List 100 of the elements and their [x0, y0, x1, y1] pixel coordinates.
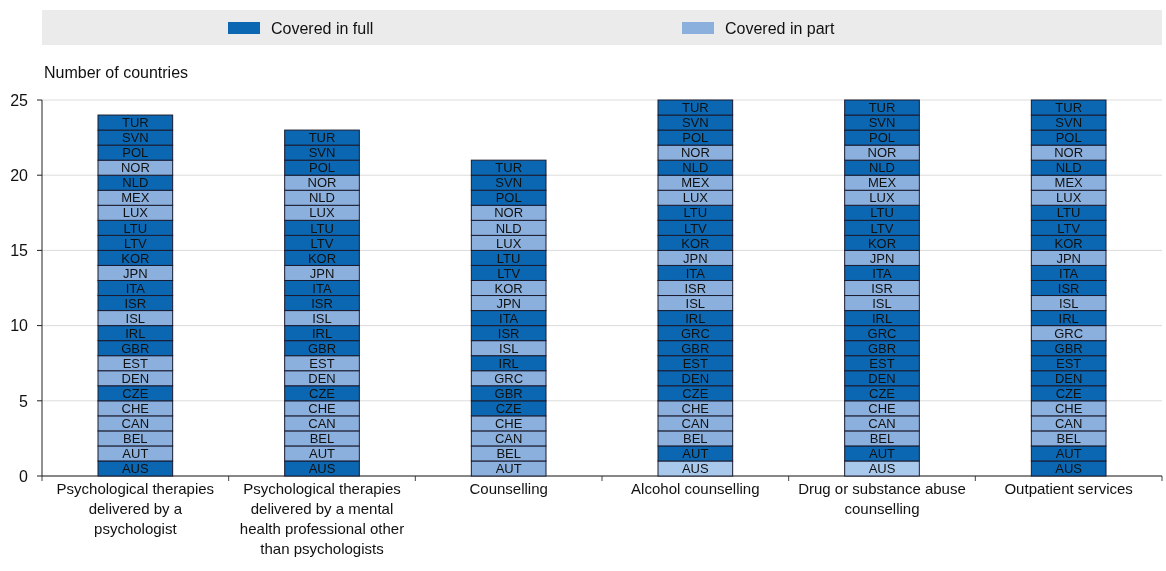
data-label: AUT — [682, 446, 709, 462]
y-tick-label: 0 — [19, 467, 29, 485]
data-label: NOR — [1054, 145, 1084, 161]
data-label: DEN — [868, 370, 896, 386]
data-label: AUT — [495, 461, 522, 477]
data-label: CZE — [122, 385, 149, 401]
data-label: SVN — [308, 145, 336, 161]
data-label: NOR — [867, 145, 897, 161]
data-label: DEN — [1054, 370, 1083, 386]
data-label: CZE — [495, 401, 522, 416]
data-label: TUR — [868, 100, 896, 116]
data-label: AUS — [868, 461, 896, 477]
data-label: NLD — [495, 220, 522, 236]
data-label: GRC — [680, 325, 710, 341]
data-label: CAN — [308, 416, 336, 432]
data-label: MEX — [867, 175, 897, 191]
data-label: POL — [682, 130, 709, 146]
data-label: DEN — [681, 370, 710, 386]
data-label: ITA — [1059, 265, 1079, 281]
data-label: TUR — [308, 130, 336, 146]
data-label: CZE — [1055, 385, 1082, 401]
data-label: BEL — [683, 431, 708, 447]
data-label: ISR — [1057, 280, 1080, 296]
data-label: LUX — [309, 205, 335, 221]
legend-label: Covered in full — [271, 19, 374, 37]
data-label: LTV — [683, 220, 708, 236]
data-label: LTU — [123, 220, 148, 236]
data-label: NLD — [868, 160, 896, 176]
data-label: LUX — [869, 190, 895, 206]
data-label: KOR — [494, 280, 523, 296]
data-label: AUS — [121, 461, 150, 477]
data-label: CAN — [681, 416, 710, 432]
data-label: EST — [682, 355, 709, 371]
data-label: CHE — [308, 401, 337, 416]
data-label: LUX — [122, 205, 149, 221]
data-label: SVN — [121, 130, 149, 146]
data-label: POL — [495, 190, 522, 206]
y-tick-label: 5 — [19, 392, 29, 410]
data-label: ITA — [685, 265, 706, 281]
data-label: POL — [1055, 130, 1082, 146]
data-label: BEL — [1056, 431, 1081, 447]
data-label: MEX — [121, 190, 150, 206]
data-label: LUX — [682, 190, 709, 206]
data-label: LTV — [870, 220, 894, 236]
data-label: JPN — [869, 250, 895, 266]
data-label: ISL — [1058, 295, 1079, 311]
data-label: KOR — [1054, 235, 1083, 251]
data-label: GBR — [307, 340, 337, 356]
data-label: AUT — [869, 446, 896, 462]
data-label: IRL — [871, 310, 893, 326]
y-tick-label: 20 — [10, 166, 29, 184]
data-label: SVN — [495, 175, 523, 191]
data-label: NOR — [680, 145, 710, 161]
x-tick-label: Alcohol counselling — [631, 480, 760, 497]
data-label: ISL — [498, 340, 519, 356]
data-label: GBR — [867, 340, 897, 356]
data-label: ISR — [871, 280, 893, 296]
data-label: EST — [122, 355, 149, 371]
data-label: KOR — [681, 235, 710, 251]
data-label: ISL — [685, 295, 706, 311]
data-label: IRL — [311, 325, 333, 341]
data-label: GBR — [681, 340, 710, 356]
data-label: CZE — [309, 385, 336, 401]
data-label: BEL — [309, 431, 335, 447]
data-label: NLD — [122, 175, 149, 191]
legend-label: Covered in part — [725, 19, 835, 37]
data-label: ISL — [125, 310, 146, 326]
data-label: DEN — [308, 370, 336, 386]
data-label: ISL — [312, 310, 332, 326]
y-tick-label: 10 — [10, 317, 29, 335]
data-label: JPN — [1056, 250, 1081, 266]
data-label: CHE — [121, 401, 150, 416]
data-label: LUX — [1056, 190, 1082, 206]
data-label: SVN — [1055, 115, 1083, 131]
data-label: GRC — [867, 325, 897, 341]
data-label: NOR — [120, 160, 150, 176]
y-axis-title: Number of countries — [44, 63, 189, 81]
data-label: NOR — [307, 175, 337, 191]
data-label: ISR — [497, 325, 520, 341]
data-label: CAN — [494, 431, 523, 447]
data-label: CHE — [868, 401, 897, 416]
data-label: DEN — [121, 370, 150, 386]
data-label: ITA — [499, 310, 519, 326]
data-label: NOR — [494, 205, 524, 221]
data-label: JPN — [496, 295, 521, 311]
data-label: ITA — [125, 280, 146, 296]
data-label: CHE — [681, 401, 710, 416]
data-label: CHE — [1054, 401, 1083, 416]
data-label: CAN — [1054, 416, 1083, 432]
data-label: EST — [1056, 355, 1082, 371]
data-label: POL — [308, 160, 336, 176]
data-label: IRL — [685, 310, 706, 326]
data-label: CAN — [868, 416, 896, 432]
data-label: NLD — [1055, 160, 1082, 176]
data-label: ISR — [311, 295, 333, 311]
data-label: LTU — [683, 205, 708, 221]
data-label: JPN — [123, 265, 148, 281]
data-label: LTU — [310, 220, 334, 236]
data-label: LTV — [1057, 220, 1081, 236]
data-label: TUR — [681, 100, 709, 116]
